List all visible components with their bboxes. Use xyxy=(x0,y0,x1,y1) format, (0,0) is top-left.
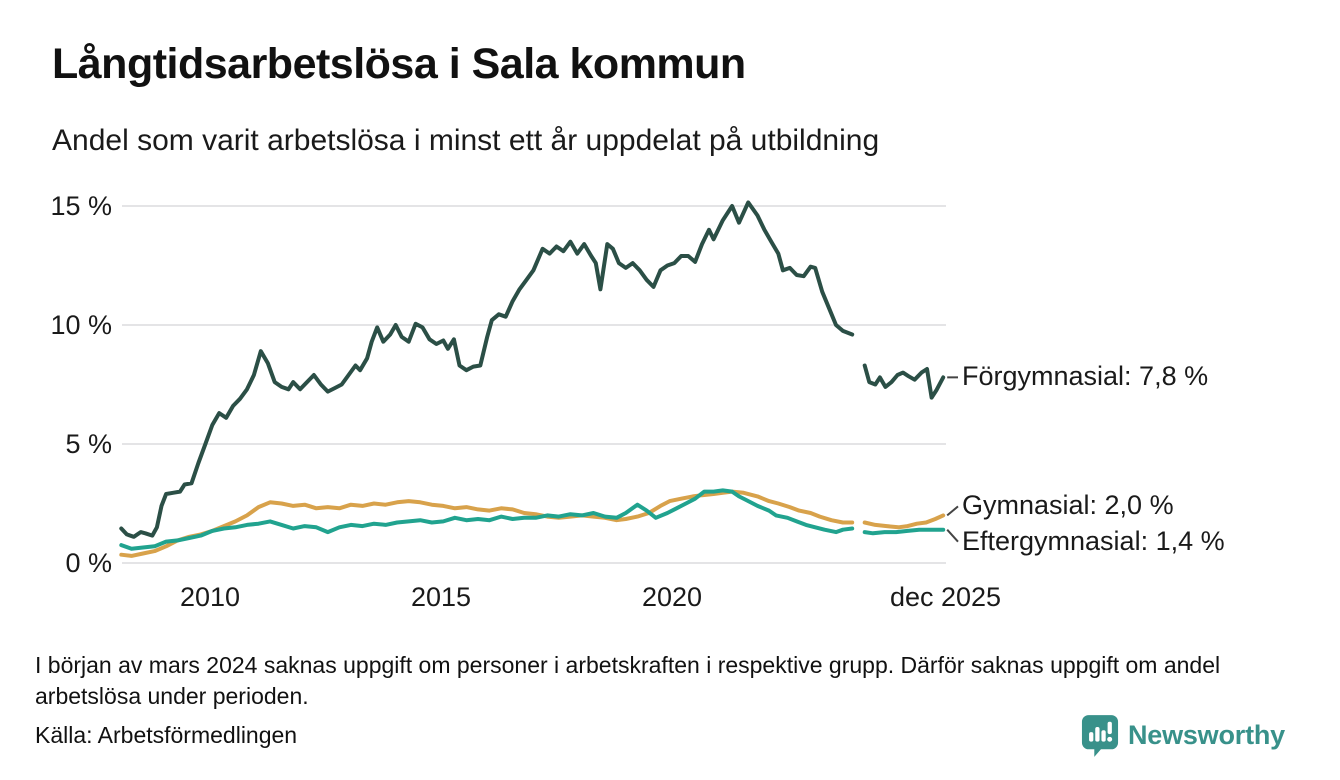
series-line-gymnasial xyxy=(119,489,855,558)
series-label-förgymnasial: Förgymnasial: 7,8 % xyxy=(962,361,1209,392)
series-line-eftergymnasial xyxy=(119,488,855,551)
x-tick-label: dec 2025 xyxy=(889,582,1002,612)
page-subtitle: Andel som varit arbetslösa i minst ett å… xyxy=(52,124,880,157)
series-line-gymnasial xyxy=(862,513,946,530)
x-tick-label: 2015 xyxy=(410,582,472,612)
series-label-eftergymnasial: Eftergymnasial: 1,4 % xyxy=(962,525,1225,556)
series-line-eftergymnasial xyxy=(862,527,946,536)
series-label-gymnasial: Gymnasial: 2,0 % xyxy=(962,490,1174,521)
x-tick-label: 2020 xyxy=(641,582,703,612)
label-connector xyxy=(946,529,959,543)
y-tick-label: 15 % xyxy=(50,191,112,221)
chart-footnote: I början av mars 2024 saknas uppgift om … xyxy=(35,652,1221,709)
y-tick-label: 5 % xyxy=(65,429,112,459)
source-attribution: Källa: Arbetsförmedlingen xyxy=(35,722,298,748)
newsworthy-logo: Newsworthy xyxy=(1081,714,1285,757)
label-connector xyxy=(946,505,959,517)
bar-chart-speech-bubble-icon xyxy=(1081,715,1119,757)
page-title: Långtidsarbetslösa i Sala kommun xyxy=(52,40,746,88)
x-tick-label: 2010 xyxy=(179,582,241,612)
y-tick-label: 0 % xyxy=(65,548,112,578)
y-tick-label: 10 % xyxy=(50,310,112,340)
logo-wordmark: Newsworthy xyxy=(1127,720,1285,750)
series-line-förgymnasial xyxy=(119,200,855,539)
series-line-förgymnasial xyxy=(862,363,946,400)
